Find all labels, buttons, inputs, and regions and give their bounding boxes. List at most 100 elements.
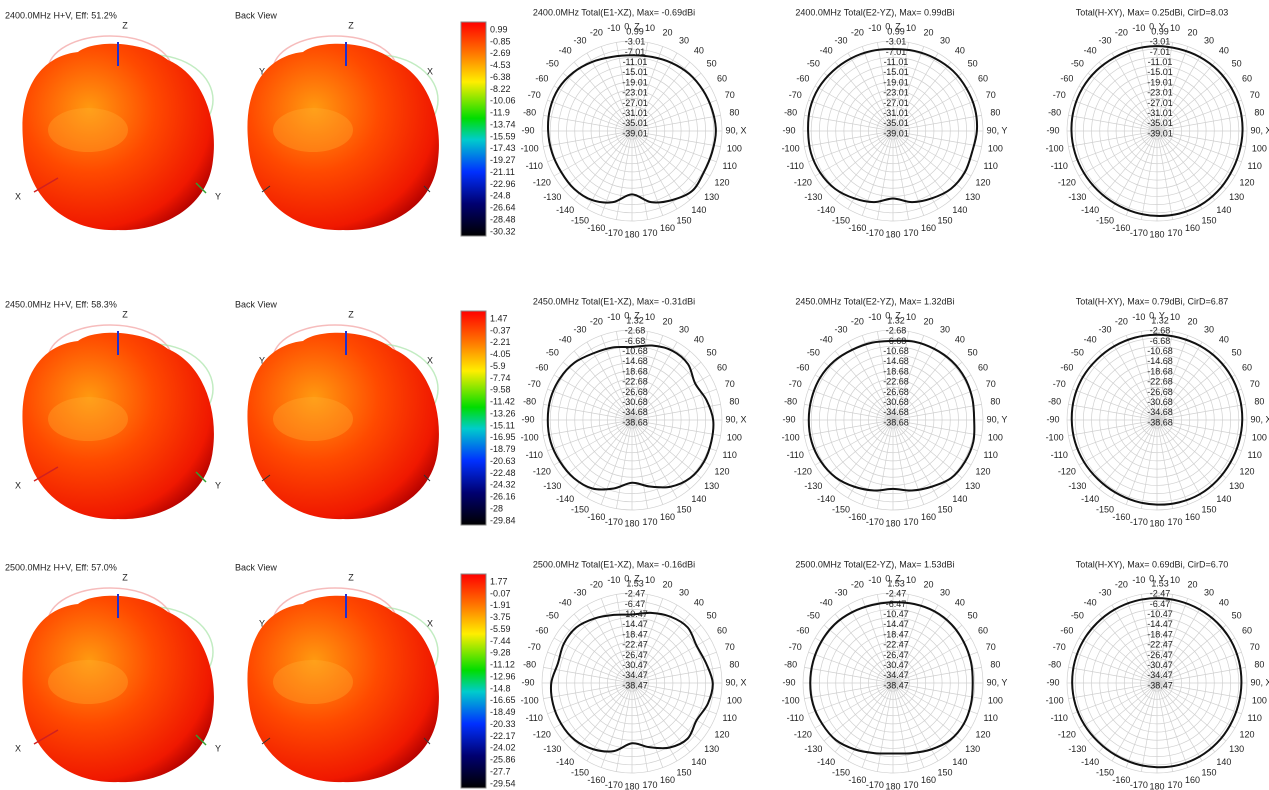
- angle-label: 150: [1201, 215, 1216, 225]
- angle-label: 60: [978, 362, 988, 372]
- color-bar-label: -19.27: [490, 155, 516, 165]
- angle-label: -170: [866, 780, 884, 790]
- angle-label: 100: [727, 695, 742, 705]
- highlight: [273, 397, 353, 441]
- angle-label: -160: [587, 775, 605, 785]
- angle-label: -170: [1130, 228, 1148, 238]
- angle-label: -20: [1115, 580, 1128, 590]
- polar-plot: 0, Y102030405060708090, X100110120130140…: [1046, 7, 1269, 239]
- color-bar-label: -5.59: [490, 624, 511, 634]
- angle-label: -170: [1130, 517, 1148, 527]
- color-bar-label: -17.43: [490, 143, 516, 153]
- angle-label: -90: [1046, 125, 1059, 135]
- page: body { margin: 0; background: #fff; font…: [0, 0, 1269, 790]
- r-tick-label: -26.47: [883, 650, 909, 660]
- color-bar-label: -26.16: [490, 492, 516, 502]
- angle-label: -140: [1081, 205, 1099, 215]
- color-bar-label: -11.12: [490, 660, 515, 670]
- angle-label: -140: [817, 494, 835, 504]
- color-bar-label: -7.74: [490, 373, 511, 383]
- angle-label: -150: [571, 504, 589, 514]
- r-tick-label: -38.47: [883, 680, 909, 690]
- angle-label: -170: [605, 228, 623, 238]
- r-tick-label: -27.01: [622, 98, 648, 108]
- r-tick-label: -30.68: [883, 397, 909, 407]
- angle-label: 180: [885, 229, 900, 239]
- angle-label: 60: [1242, 73, 1252, 83]
- angle-label: 170: [1168, 228, 1183, 238]
- angle-label: 100: [727, 432, 742, 442]
- r-tick-label: -38.47: [622, 680, 648, 690]
- angle-label: 180: [624, 781, 639, 790]
- angle-label: 130: [965, 192, 980, 202]
- r-tick-label: -39.01: [883, 128, 909, 138]
- angle-label: -130: [543, 192, 561, 202]
- highlight: [273, 108, 353, 152]
- r-tick-label: -39.01: [1147, 128, 1173, 138]
- angle-label: -120: [794, 177, 812, 187]
- angle-label: -10: [607, 23, 620, 33]
- r-tick-label: 0.99: [887, 26, 905, 36]
- back-title: Back View: [235, 562, 277, 572]
- angle-label: -100: [521, 695, 539, 705]
- angle-label: -30: [834, 587, 847, 597]
- angle-label: -30: [573, 324, 586, 334]
- angle-label: 110: [1248, 713, 1262, 723]
- axis-label: Z: [348, 20, 354, 30]
- r-tick-label: -35.01: [1147, 118, 1173, 128]
- angle-label: 40: [694, 335, 704, 345]
- angle-label: -50: [546, 611, 559, 621]
- angle-label: 60: [717, 362, 727, 372]
- angle-label: 110: [984, 450, 998, 460]
- angle-label: 140: [1216, 757, 1231, 767]
- angle-label: 20: [1188, 317, 1198, 327]
- color-bar-label: -12.96: [490, 671, 516, 681]
- color-bar-label: -29.54: [490, 778, 516, 788]
- r-tick-label: -14.47: [883, 619, 909, 629]
- angle-label: -10: [607, 312, 620, 322]
- angle-label: 10: [906, 23, 916, 33]
- r-tick-label: -30.47: [622, 660, 648, 670]
- angle-label: 160: [1185, 512, 1200, 522]
- color-bar-label: -13.26: [490, 408, 516, 418]
- angle-label: -50: [807, 348, 820, 358]
- angle-label: -30: [573, 587, 586, 597]
- polar-title: 2400.0MHz Total(E1-XZ), Max= -0.69dBi: [533, 7, 695, 17]
- angle-label: -130: [804, 481, 822, 491]
- angle-label: 110: [1248, 161, 1262, 171]
- angle-label: -80: [784, 659, 797, 669]
- r-tick-label: -2.47: [1150, 589, 1171, 599]
- angle-label: -40: [820, 598, 833, 608]
- angle-label: -140: [817, 205, 835, 215]
- angle-label: 50: [1232, 611, 1242, 621]
- angle-label: -90: [521, 677, 534, 687]
- color-bar-label: -22.17: [490, 731, 516, 741]
- color-bar-label: -4.53: [490, 60, 511, 70]
- angle-label: 80: [729, 396, 739, 406]
- angle-label: 90, X: [1250, 677, 1269, 687]
- angle-label: -140: [556, 494, 574, 504]
- angle-label: -80: [1048, 659, 1061, 669]
- angle-label: -30: [573, 35, 586, 45]
- angle-label: 150: [1201, 504, 1216, 514]
- angle-label: -160: [848, 512, 866, 522]
- angle-label: 180: [1149, 781, 1164, 790]
- angle-label: 150: [676, 767, 691, 777]
- r-tick-label: -3.01: [625, 37, 646, 47]
- angle-label: -130: [804, 744, 822, 754]
- r-tick-label: 1.32: [626, 315, 644, 325]
- axis-label: X: [427, 66, 433, 76]
- angle-label: -100: [782, 143, 800, 153]
- angle-label: -10: [868, 312, 881, 322]
- angle-label: 10: [906, 575, 916, 585]
- angle-label: 20: [924, 317, 934, 327]
- angle-label: -130: [1068, 192, 1086, 202]
- angle-label: 90, Y: [987, 125, 1008, 135]
- color-bar-label: -22.48: [490, 468, 516, 478]
- r-tick-label: -30.68: [622, 397, 648, 407]
- polar-plot: 0, Z102030405060708090, Y100110120130140…: [782, 559, 1008, 790]
- angle-label: -170: [866, 517, 884, 527]
- color-bar-label: -21.11: [490, 167, 515, 177]
- color-bar-label: -18.49: [490, 707, 516, 717]
